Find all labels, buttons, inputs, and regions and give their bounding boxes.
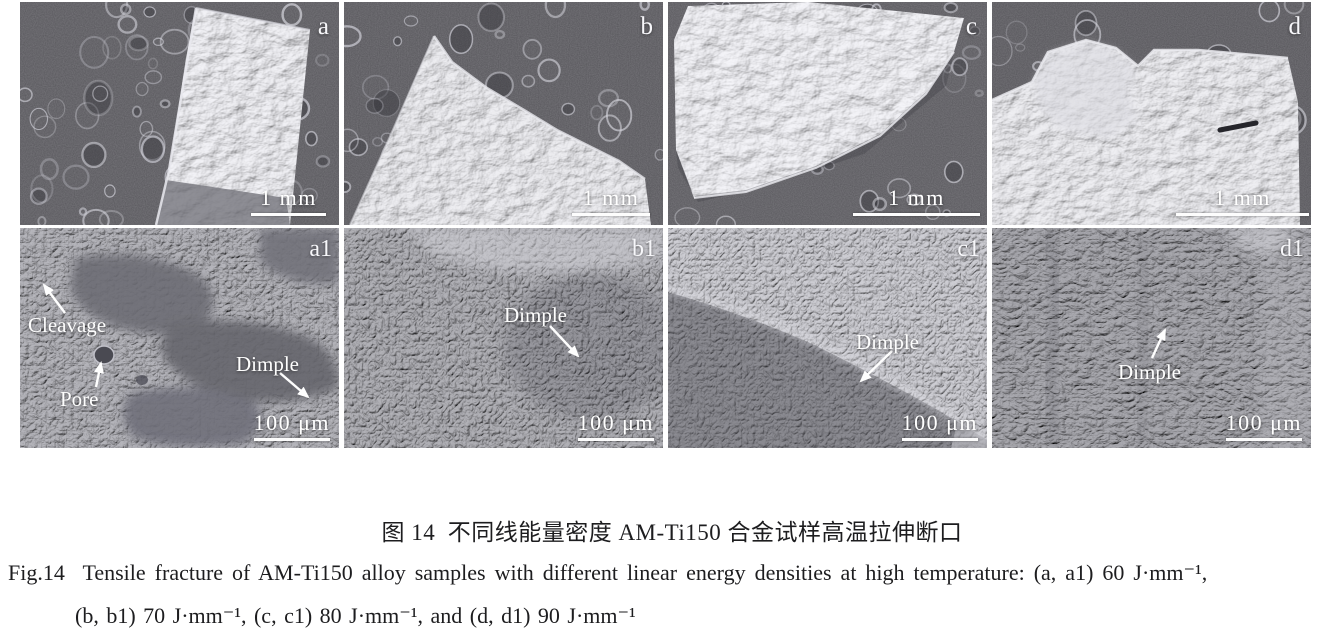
scale-line-b bbox=[572, 213, 650, 216]
sem-panel-c1: Dimple c1 100 μm bbox=[668, 228, 987, 448]
scale-bar-d1: 100 μm bbox=[1226, 412, 1302, 441]
scale-bar-a: 1 mm bbox=[251, 187, 326, 216]
sem-panel-d1: Dimple d1 100 μm bbox=[992, 228, 1311, 448]
bright-corner-c1 bbox=[951, 420, 987, 448]
sem-panel-c: c 1 mm bbox=[668, 2, 987, 225]
annotation-dimple-d1: Dimple bbox=[1118, 360, 1181, 384]
scale-bar-b1: 100 μm bbox=[578, 412, 654, 441]
scale-bar-c: 1 mm bbox=[853, 187, 980, 216]
scale-text-c1: 100 μm bbox=[901, 410, 978, 435]
crack-slit-d bbox=[1217, 120, 1259, 133]
small-pore-a1 bbox=[136, 375, 148, 385]
sem-micrograph-c1 bbox=[668, 228, 987, 448]
panel-label-a: a bbox=[317, 13, 329, 40]
annotation-pore: Pore bbox=[60, 387, 99, 411]
annotation-dimple-a1: Dimple bbox=[236, 352, 299, 376]
specimen-edge-top-a bbox=[195, 7, 311, 31]
specimen-edge-c bbox=[693, 51, 955, 199]
sem-micrograph-a bbox=[20, 2, 339, 225]
annotation-cleavage: Cleavage bbox=[28, 313, 107, 337]
bright-boundary-c1 bbox=[668, 284, 987, 443]
specimen-edge-b bbox=[432, 35, 646, 181]
pore-feature-a1 bbox=[93, 345, 115, 365]
sem-panel-a1: Cleavage Pore Dimple a1 100 μm bbox=[20, 228, 339, 448]
scale-line-d bbox=[1176, 213, 1309, 216]
fracture-specimen-b bbox=[350, 36, 651, 225]
panel-label-d1: d1 bbox=[1280, 236, 1304, 262]
specimen-edge-left-b bbox=[349, 35, 435, 225]
bright-corner-d1 bbox=[1222, 228, 1292, 254]
panel-label-b1: b1 bbox=[632, 236, 656, 262]
scale-bar-d: 1 mm bbox=[1176, 187, 1309, 216]
panel-label-a1: a1 bbox=[309, 236, 332, 262]
scale-line-b1 bbox=[577, 438, 654, 441]
caption-chinese: 图 14 不同线能量密度 AM-Ti150 合金试样高温拉伸断口 bbox=[381, 520, 963, 545]
sem-micrograph-a1 bbox=[20, 228, 339, 448]
panel-label-c1: c1 bbox=[957, 236, 980, 262]
annotation-dimple-c1: Dimple bbox=[856, 330, 919, 354]
sem-micrograph-c bbox=[668, 2, 987, 225]
scale-text-a1: 100 μm bbox=[253, 410, 330, 435]
specimen-edge-d bbox=[992, 38, 1289, 102]
scale-text-c: 1 mm bbox=[888, 185, 945, 210]
scale-text-b: 1 mm bbox=[582, 185, 640, 210]
sem-figure-montage: a 1 mm bbox=[20, 2, 1311, 448]
scale-text-b1: 100 μm bbox=[577, 410, 654, 435]
dimple-texture-c1 bbox=[668, 228, 987, 448]
scale-line-c bbox=[853, 213, 980, 216]
dark-dimple-region-c1 bbox=[668, 292, 987, 448]
annotation-dimple-b1: Dimple bbox=[504, 303, 567, 327]
scale-bar-a1: 100 μm bbox=[254, 412, 330, 441]
bright-band-d1 bbox=[1260, 228, 1311, 448]
scale-text-d1: 100 μm bbox=[1225, 410, 1302, 435]
panel-label-d: d bbox=[1288, 13, 1302, 40]
fracture-specimen-c bbox=[674, 2, 964, 198]
sem-panel-d: d 1 mm bbox=[992, 2, 1311, 225]
scale-bar-b: 1 mm bbox=[572, 187, 650, 216]
scale-line-d1 bbox=[1225, 438, 1302, 441]
dark-streak2-d1 bbox=[1134, 237, 1152, 448]
specimen-edge-a bbox=[154, 7, 198, 225]
sem-panel-b: b 1 mm bbox=[344, 2, 663, 225]
sem-micrograph-d bbox=[992, 2, 1311, 225]
fracture-specimen-a bbox=[156, 8, 310, 225]
caption-english-line1: Fig.14 Tensile fracture of AM-Ti150 allo… bbox=[8, 560, 1208, 585]
scale-bar-c1: 100 μm bbox=[902, 412, 978, 441]
scale-line-a bbox=[251, 213, 326, 216]
scale-line-c1 bbox=[901, 438, 978, 441]
sem-panel-a: a 1 mm bbox=[20, 2, 339, 225]
bright-ridge-b1 bbox=[404, 228, 663, 273]
sem-panel-b1: Dimple b1 100 μm bbox=[344, 228, 663, 448]
panel-label-b: b bbox=[640, 13, 654, 40]
dark-region-b1 bbox=[504, 274, 663, 418]
scale-text-d: 1 mm bbox=[1214, 185, 1271, 210]
scale-text-a: 1 mm bbox=[260, 185, 317, 210]
bright-region-d bbox=[1034, 42, 1138, 138]
sem-micrograph-b1 bbox=[344, 228, 663, 448]
caption-english-line2: (b, b1) 70 J·mm⁻¹, (c, c1) 80 J·mm⁻¹, an… bbox=[75, 603, 636, 628]
scale-line-a1 bbox=[253, 438, 330, 441]
dark-streak1-d1 bbox=[1041, 228, 1063, 448]
sem-micrograph-b bbox=[344, 2, 663, 225]
panel-label-c: c bbox=[965, 13, 977, 40]
